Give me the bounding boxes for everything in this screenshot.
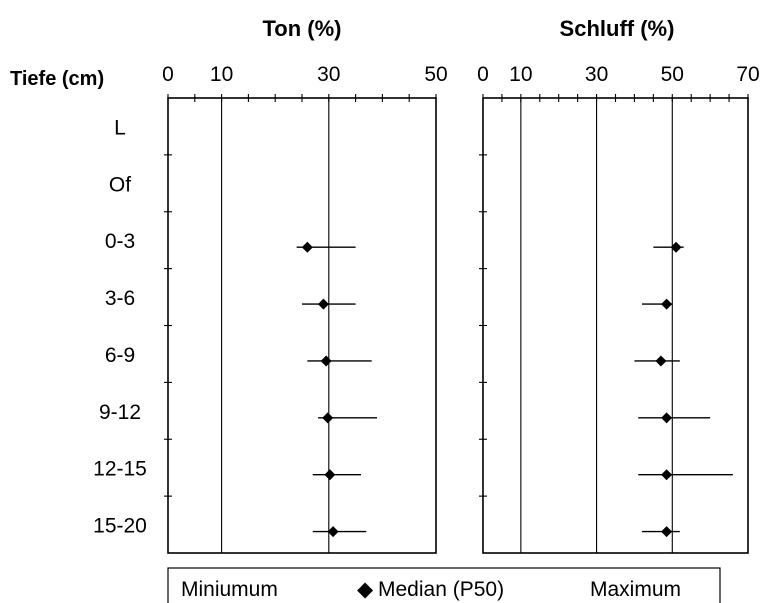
panel-2: Schluff (%) 0 10 30 50 70 — [477, 16, 760, 554]
depth-label: 0-3 — [105, 230, 135, 253]
plot-frame — [482, 97, 749, 554]
legend-item-min: Miniumum — [181, 578, 278, 601]
panel-title: Schluff (%) — [560, 16, 675, 41]
x-tick-label: 30 — [317, 63, 340, 86]
y-axis-title: Tiefe (cm) — [10, 68, 104, 90]
depth-label: 12-15 — [93, 458, 147, 481]
median-marker — [324, 469, 336, 481]
depth-label: 6-9 — [105, 344, 135, 367]
legend-marker-icon: ◆ — [357, 578, 374, 601]
panel-title: Ton (%) — [262, 16, 341, 41]
legend-box — [167, 567, 721, 603]
median-marker — [655, 355, 667, 367]
median-marker — [670, 241, 682, 253]
median-marker — [320, 355, 332, 367]
median-marker — [327, 526, 339, 538]
depth-label: L — [114, 116, 126, 139]
median-marker — [317, 298, 329, 310]
panel-1: Ton (%) 0 10 30 50 — [162, 16, 448, 554]
x-tick-label: 70 — [736, 63, 759, 86]
x-tick-label: 0 — [477, 63, 489, 86]
plot-frame — [167, 97, 437, 554]
median-marker — [322, 412, 334, 424]
depth-category-labels: L Of 0-3 3-6 6-9 9-12 12-15 15-20 — [93, 116, 147, 537]
x-tick-label: 50 — [661, 63, 684, 86]
panels: Ton (%) 0 10 30 50 Schluff (%) 0 10 30 50 70 — [162, 16, 760, 554]
x-tick-label: 10 — [509, 63, 532, 86]
depth-label: 15-20 — [93, 515, 147, 538]
legend: Miniumum ◆ Median (P50) Maximum — [167, 567, 721, 603]
legend-item-median: Median (P50) — [378, 578, 504, 601]
x-tick-label: 10 — [210, 63, 233, 86]
legend-item-max: Maximum — [590, 578, 681, 601]
median-marker — [301, 241, 313, 253]
x-tick-label: 30 — [585, 63, 608, 86]
depth-label: Of — [109, 173, 131, 196]
median-marker — [661, 298, 673, 310]
x-tick-label: 50 — [424, 63, 447, 86]
x-tick-label: 0 — [162, 63, 174, 86]
median-marker — [661, 412, 673, 424]
depth-label: 9-12 — [99, 401, 141, 424]
median-marker — [661, 469, 673, 481]
depth-label: 3-6 — [105, 287, 135, 310]
median-marker — [661, 526, 673, 538]
